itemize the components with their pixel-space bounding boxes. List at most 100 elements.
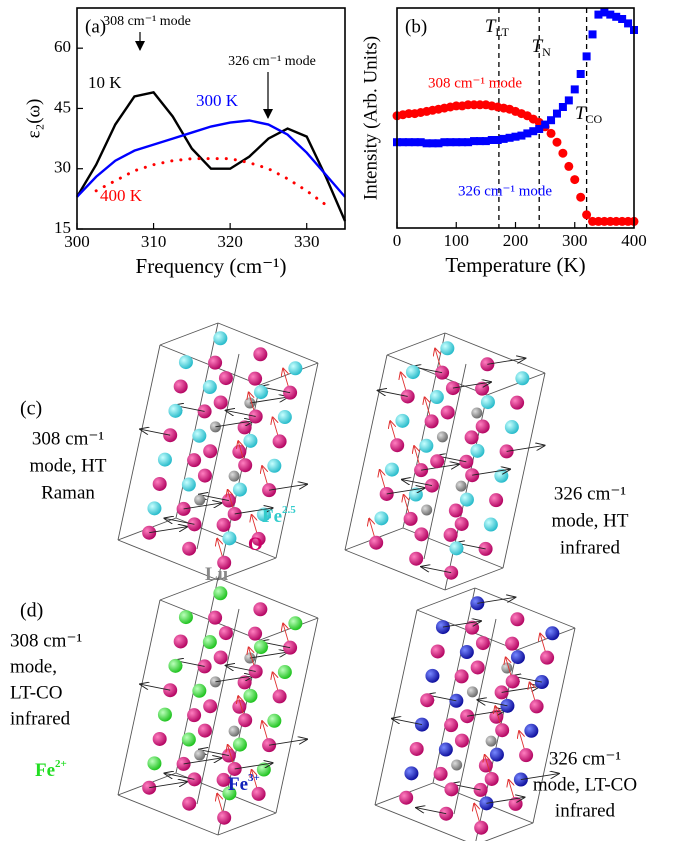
cell-edge (217, 557, 277, 581)
data-point (416, 138, 425, 147)
cell-edge (175, 322, 219, 519)
atom (510, 650, 525, 665)
series-label: 326 cm⁻¹ mode (458, 183, 552, 199)
atom (451, 759, 463, 771)
data-point (481, 137, 490, 146)
atom (495, 723, 510, 738)
atom (501, 662, 513, 674)
atom (470, 660, 485, 675)
atom (216, 772, 231, 787)
data-point (624, 19, 633, 28)
data-point (517, 131, 526, 140)
atom (540, 650, 555, 665)
atom (232, 444, 247, 459)
series-label: 300 K (196, 91, 239, 110)
atom (440, 341, 455, 356)
atom (213, 586, 228, 601)
mode-caption: mode, HT (551, 510, 628, 531)
atom (168, 403, 183, 418)
atom (272, 689, 287, 704)
x-tick-label: 320 (217, 232, 243, 251)
atom (438, 742, 453, 757)
atom (403, 511, 418, 526)
atom (510, 612, 525, 627)
displacement-arrow (378, 390, 408, 397)
atom (202, 635, 217, 650)
atom (449, 541, 464, 556)
data-point (493, 136, 502, 144)
atom (243, 688, 258, 703)
displacement-arrow (472, 469, 510, 476)
atom (524, 723, 539, 738)
y-tick-label: 15 (54, 218, 71, 237)
data-point (458, 138, 467, 147)
cell-edge (275, 617, 319, 814)
cell-edge (474, 587, 576, 629)
atom (187, 708, 202, 723)
cell-edge (374, 609, 418, 806)
data-point (576, 192, 586, 202)
displacement-arrow (269, 739, 307, 746)
displacement-arrow (477, 700, 508, 707)
data-point (529, 127, 538, 136)
y-tick-label: 30 (54, 158, 71, 177)
atom (471, 407, 483, 419)
mode-caption: 308 cm⁻¹ (32, 428, 104, 449)
panel-label: (a) (85, 16, 106, 37)
atom (424, 414, 439, 429)
y-tick-label: 60 (54, 37, 71, 56)
reference-label-sub: N (542, 45, 551, 59)
atom (405, 365, 420, 380)
data-point (499, 134, 508, 143)
atom (475, 419, 490, 434)
atom (429, 390, 444, 405)
atom (505, 674, 520, 689)
atom (288, 361, 303, 376)
atom (192, 428, 207, 443)
reference-label: TN (532, 36, 552, 58)
displacement-arrow (477, 597, 515, 604)
atom (253, 385, 268, 400)
displacement-arrow (506, 445, 545, 452)
y-tick-label: 45 (54, 97, 71, 116)
data-point (452, 138, 461, 147)
displacement-arrow (234, 508, 273, 515)
data-point (606, 10, 615, 19)
atom (545, 626, 560, 641)
cell-edge (159, 577, 219, 601)
data-point (558, 103, 567, 111)
cell-edge (259, 362, 319, 386)
atom-charge: 2+ (55, 758, 67, 770)
cell-edge (432, 587, 476, 784)
cell-edge (444, 332, 546, 374)
atom (218, 626, 233, 641)
displacement-arrow (164, 518, 195, 525)
atom (499, 444, 514, 459)
atom (182, 796, 197, 811)
data-point (434, 139, 443, 148)
data-point (505, 133, 514, 142)
data-point (422, 139, 431, 148)
displacement-arrow (452, 382, 491, 389)
plot-frame (396, 7, 635, 229)
atom (253, 602, 268, 617)
mode-caption: Raman (41, 482, 95, 503)
atom (443, 527, 458, 542)
atom (444, 718, 459, 733)
atom (173, 379, 188, 394)
atom (483, 517, 498, 532)
mode-caption: mode, LT-CO (533, 774, 637, 795)
annotation: 326 cm⁻¹ mode (228, 54, 316, 69)
panel-label: (d) (20, 600, 43, 622)
atom (444, 782, 459, 797)
atom (228, 725, 240, 737)
atom (277, 410, 292, 425)
cell-edge (196, 608, 240, 805)
displacement-arrow (226, 410, 256, 417)
atom (192, 683, 207, 698)
cell-edge (444, 567, 504, 591)
atom (216, 517, 231, 532)
data-point (570, 175, 580, 185)
